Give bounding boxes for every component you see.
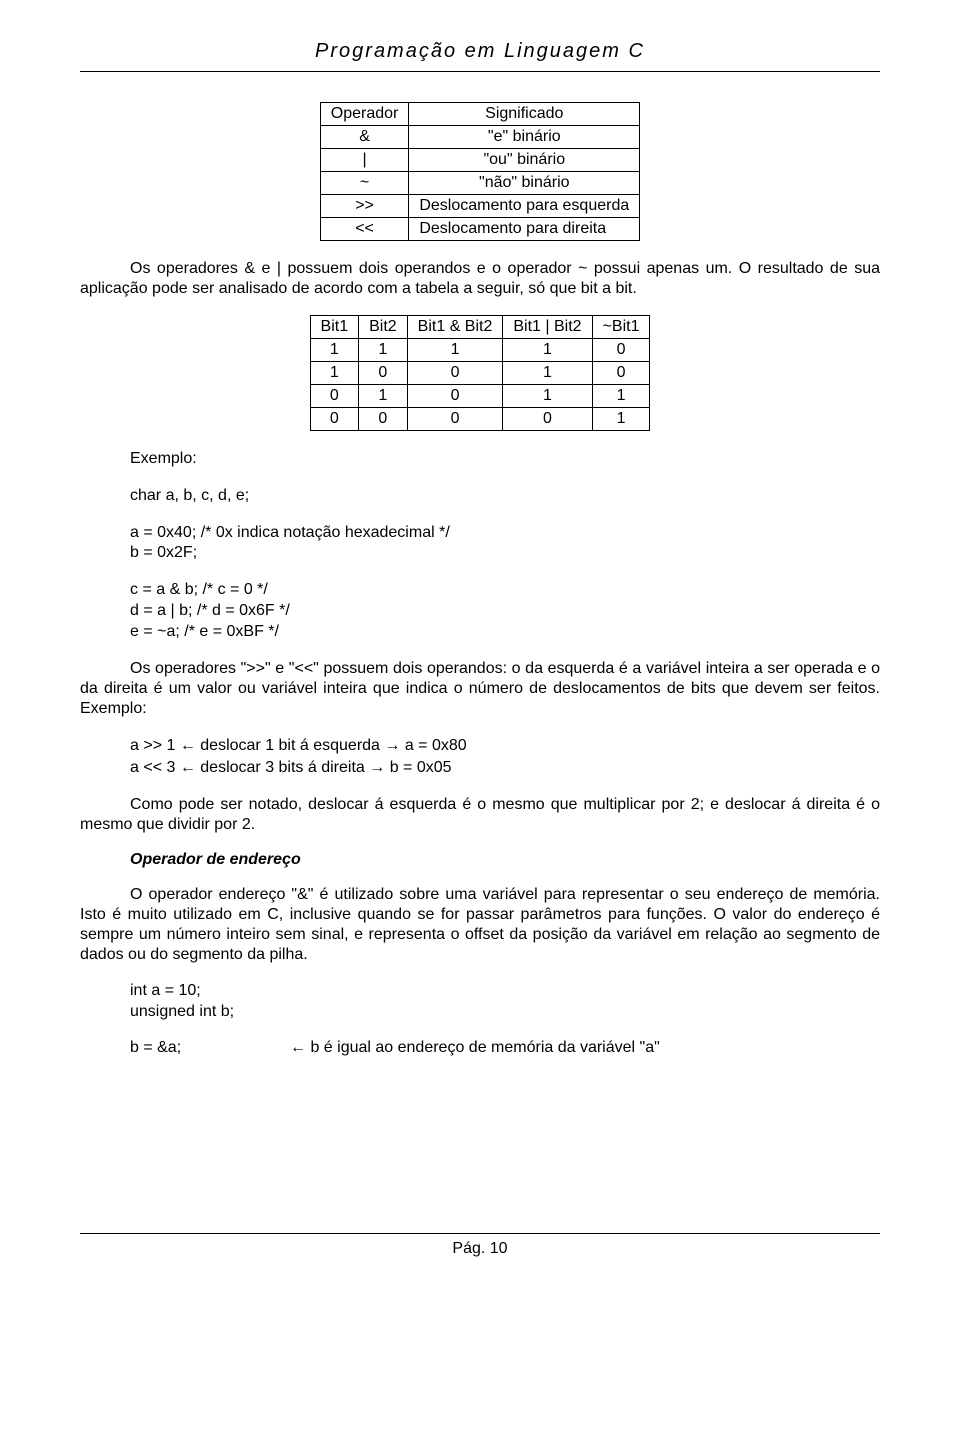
table-row: <<Deslocamento para direita <box>320 218 640 241</box>
code-line: d = a | b; /* d = 0x6F */ <box>130 601 880 622</box>
paragraph: Os operadores & e | possuem dois operand… <box>80 259 880 299</box>
table-row: 10010 <box>310 362 650 385</box>
code-line: c = a & b; /* c = 0 */ <box>130 580 880 601</box>
paragraph: Os operadores ">>" e "<<" possuem dois o… <box>80 659 880 719</box>
shift-example-line: a << 3 ← deslocar 3 bits á direita → b =… <box>130 757 880 779</box>
table-header: Bit1 | Bit2 <box>503 316 592 339</box>
code-line: b = &a; <box>130 1039 290 1057</box>
table-header: ~Bit1 <box>592 316 650 339</box>
paragraph: Como pode ser notado, deslocar á esquerd… <box>80 795 880 835</box>
table-row: ~"não" binário <box>320 172 640 195</box>
example-label: Exemplo: <box>130 449 880 470</box>
table-row: |"ou" binário <box>320 149 640 172</box>
truth-table: Bit1 Bit2 Bit1 & Bit2 Bit1 | Bit2 ~Bit1 … <box>310 315 651 431</box>
table-row: 00001 <box>310 408 650 431</box>
code-line: b = 0x2F; <box>130 543 880 564</box>
page-header-title: Programação em Linguagem C <box>80 40 880 63</box>
code-line: char a, b, c, d, e; <box>130 486 880 507</box>
table-row: 11110 <box>310 339 650 362</box>
shift-example-line: a >> 1 ← deslocar 1 bit á esquerda → a =… <box>130 735 880 757</box>
table-header: Bit1 & Bit2 <box>407 316 503 339</box>
code-line: e = ~a; /* e = 0xBF */ <box>130 622 880 643</box>
table-row: >>Deslocamento para esquerda <box>320 195 640 218</box>
code-line: unsigned int b; <box>130 1002 880 1023</box>
code-comment: ← b é igual ao endereço de memória da va… <box>290 1039 660 1057</box>
operators-table: Operador Significado &"e" binário |"ou" … <box>320 102 641 241</box>
table-header: Bit2 <box>359 316 408 339</box>
table-row: Bit1 Bit2 Bit1 & Bit2 Bit1 | Bit2 ~Bit1 <box>310 316 650 339</box>
table-row: &"e" binário <box>320 126 640 149</box>
page-footer: Pág. 10 <box>80 1240 880 1258</box>
code-line: a = 0x40; /* 0x indica notação hexadecim… <box>130 523 880 544</box>
code-line: int a = 10; <box>130 981 880 1002</box>
paragraph: O operador endereço "&" é utilizado sobr… <box>80 885 880 965</box>
table-header: Operador <box>320 103 409 126</box>
header-divider <box>80 71 880 72</box>
table-header: Bit1 <box>310 316 359 339</box>
section-heading: Operador de endereço <box>130 851 880 869</box>
table-row: Operador Significado <box>320 103 640 126</box>
footer-divider <box>80 1233 880 1234</box>
table-row: 01011 <box>310 385 650 408</box>
table-header: Significado <box>409 103 640 126</box>
